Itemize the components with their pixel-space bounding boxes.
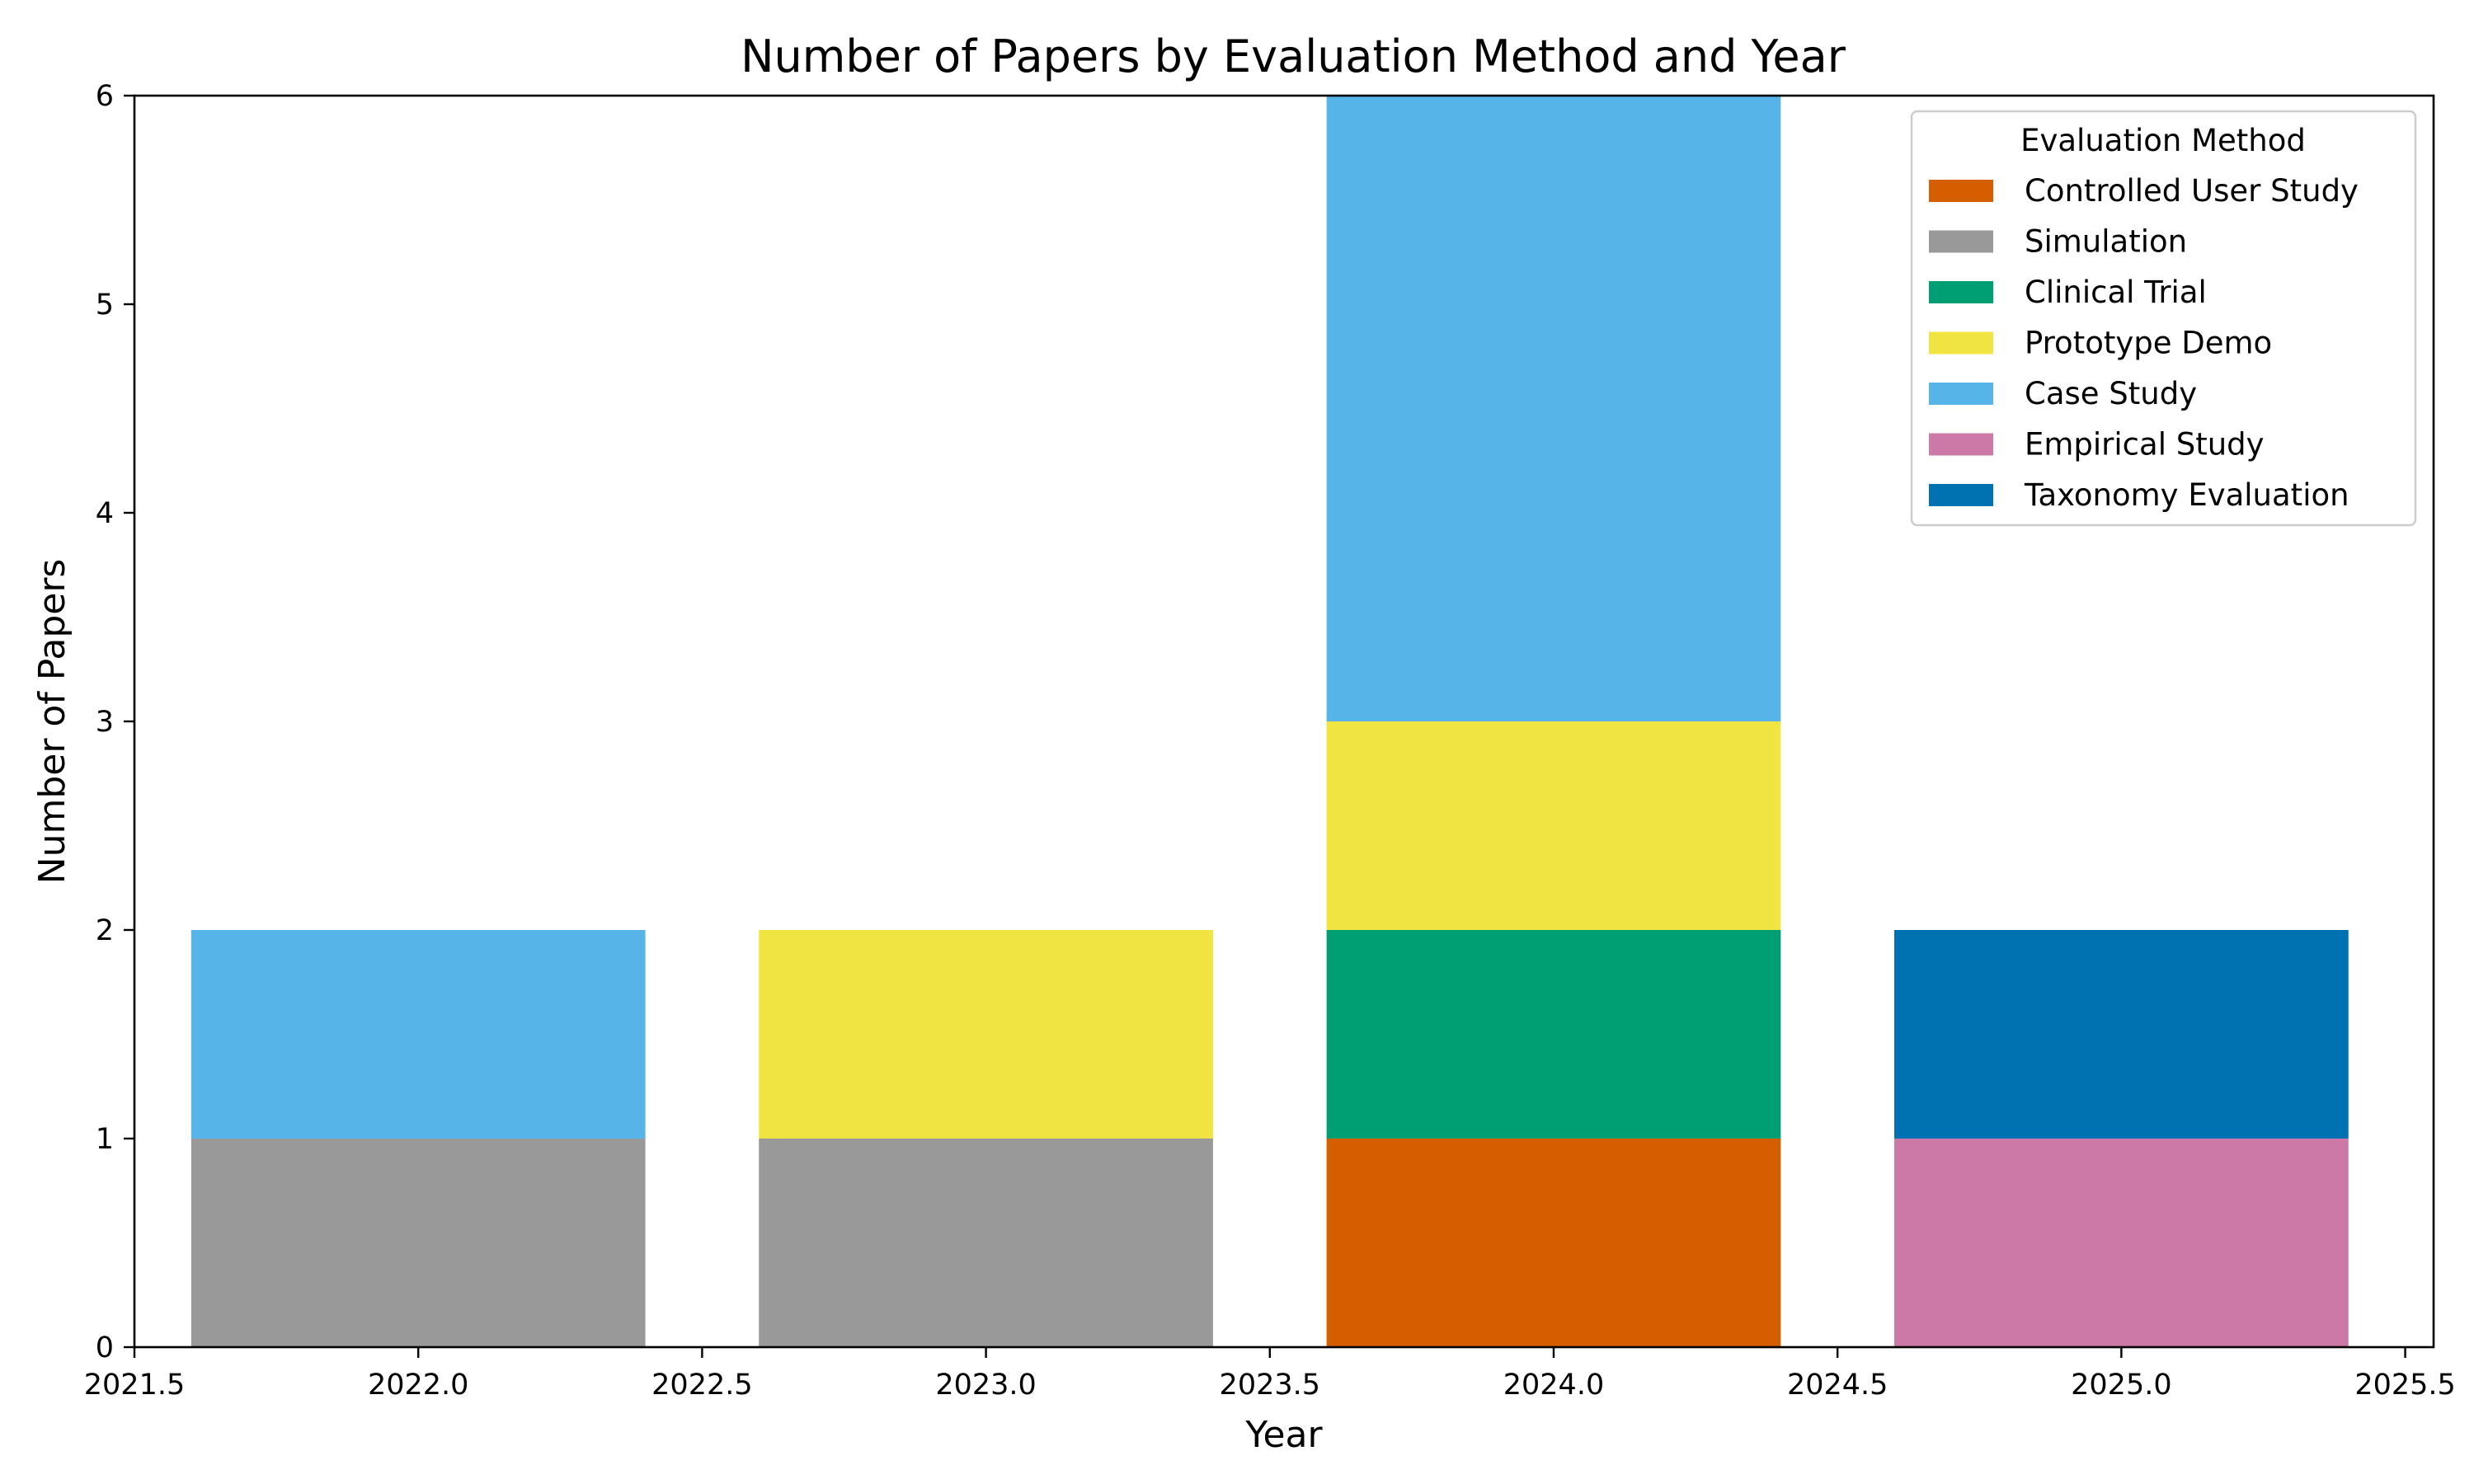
legend-label: Simulation xyxy=(2025,224,2187,260)
legend-label: Taxonomy Evaluation xyxy=(2024,477,2349,513)
x-tick-label: 2023.0 xyxy=(935,1369,1036,1402)
y-axis: 0 1 2 3 4 5 6 xyxy=(96,80,134,1364)
legend-title: Evaluation Method xyxy=(2020,123,2306,158)
legend-items: Controlled User Study Simulation Clinical … xyxy=(1929,173,2359,513)
x-tick-label: 2021.5 xyxy=(84,1369,185,1402)
legend-label: Case Study xyxy=(2025,376,2197,411)
legend-swatch xyxy=(1929,230,1993,253)
y-axis-title: Number of Papers xyxy=(31,559,73,885)
legend-label: Clinical Trial xyxy=(2025,275,2207,310)
y-tick-label: 4 xyxy=(96,497,114,530)
x-axis-title: Year xyxy=(1244,1414,1323,1456)
legend: Evaluation Method Controlled User Study S… xyxy=(1910,110,2417,527)
bar-segment xyxy=(759,930,1213,1139)
y-tick-label: 0 xyxy=(96,1331,114,1364)
bar-segment xyxy=(1326,721,1781,930)
x-tick-label: 2022.0 xyxy=(368,1369,468,1402)
bar-segment xyxy=(1894,1139,2349,1347)
bars-layer xyxy=(190,96,2349,1347)
x-axis: 2021.5 2022.0 2022.5 2023.0 2023.5 2024.0 2024… xyxy=(84,1347,2456,1402)
bar-segment xyxy=(1326,930,1781,1139)
x-tick-label: 2025.0 xyxy=(2071,1369,2171,1402)
bar-segment xyxy=(1326,1139,1781,1347)
legend-label: Empirical Study xyxy=(2025,427,2265,463)
chart-title: Number of Papers by Evaluation Method an… xyxy=(741,31,1846,82)
x-tick-label: 2025.5 xyxy=(2354,1369,2455,1402)
legend-swatch xyxy=(1929,484,1993,506)
legend-swatch xyxy=(1929,331,1993,355)
legend-swatch xyxy=(1929,433,1993,456)
x-tick-label: 2023.5 xyxy=(1220,1369,1320,1402)
x-tick-label: 2022.5 xyxy=(651,1369,752,1402)
legend-label: Controlled User Study xyxy=(2025,173,2359,209)
y-tick-label: 2 xyxy=(96,914,114,947)
legend-swatch xyxy=(1929,180,1993,202)
x-tick-label: 2024.5 xyxy=(1787,1369,1888,1402)
legend-label: Prototype Demo xyxy=(2025,326,2272,361)
y-tick-label: 1 xyxy=(96,1123,114,1156)
bar-segment xyxy=(190,930,646,1139)
bar-segment xyxy=(1326,96,1781,721)
legend-box xyxy=(1910,110,2417,527)
x-tick-label: 2024.0 xyxy=(1503,1369,1604,1402)
bar-segment xyxy=(190,1139,646,1347)
y-tick-label: 3 xyxy=(96,706,114,739)
y-tick-label: 5 xyxy=(96,289,114,322)
legend-swatch xyxy=(1929,281,1993,303)
y-tick-label: 6 xyxy=(96,80,114,113)
bar-segment xyxy=(1894,930,2349,1139)
bar-segment xyxy=(759,1139,1213,1347)
legend-swatch xyxy=(1929,383,1993,405)
